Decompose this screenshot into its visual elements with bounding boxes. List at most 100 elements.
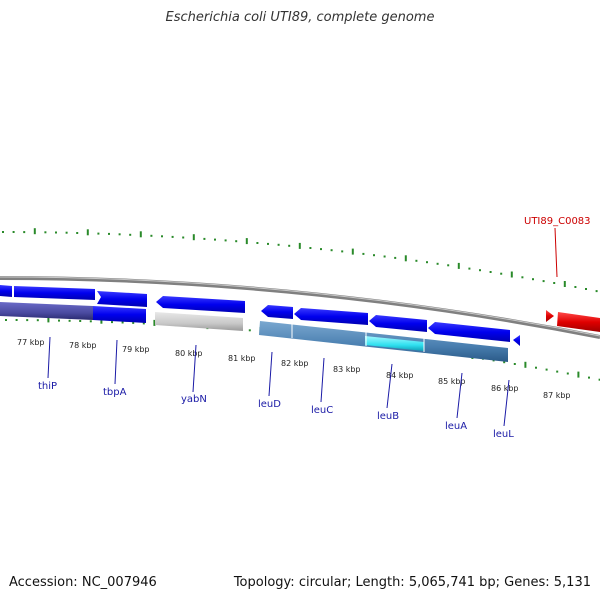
minor-tick [5,319,7,321]
accession-value: NC_007946 [81,575,157,590]
upper-cds-track [0,285,600,346]
minor-tick [513,363,516,365]
gene-label-leuA[interactable]: leuA [445,421,467,432]
cds-arrow[interactable] [369,315,427,332]
gene-label-leuB[interactable]: leuB [377,411,399,422]
genome-backbone [0,276,600,339]
minor-tick [256,242,259,244]
gene-label-thiP[interactable]: thiP [38,381,57,392]
leader-line [503,379,510,427]
minor-tick [598,378,600,381]
minor-tick [79,320,82,322]
gene-label-leuD[interactable]: leuD [258,399,281,410]
minor-tick [108,232,110,235]
minor-tick [503,361,506,364]
minor-tick [362,252,365,255]
gene-label-UTI89_C0083[interactable]: UTI89_C0083 [524,216,591,227]
leader-line [47,336,51,379]
minor-tick [383,255,386,258]
leader-line-red [554,227,558,278]
minor-tick [588,376,590,379]
length-label: Length: [355,575,405,590]
reverse-cds-arrow-small[interactable] [546,310,554,322]
minor-tick [500,272,503,275]
feature-bar-cyan[interactable] [365,336,424,351]
minor-tick [132,321,135,324]
minor-tick [415,259,418,262]
gene-label-leuL[interactable]: leuL [493,429,514,440]
minor-tick [556,370,559,373]
major-tick [524,361,527,368]
feature-bar-blue[interactable] [93,306,146,323]
cds-arrow[interactable] [14,286,95,300]
kbp-labels: 77 kbp 78 kbp 79 kbp 80 kbp 81 kbp 82 kb… [17,338,571,400]
minor-tick [436,262,439,265]
minor-tick [44,231,47,234]
accession-info: Accession: NC_007946 [9,575,157,590]
minor-tick [394,256,397,259]
cds-arrow[interactable] [156,296,245,313]
minor-tick [171,235,174,238]
minor-tick [426,261,428,264]
major-tick [457,262,460,269]
minor-tick [111,321,113,324]
cds-arrow[interactable] [428,322,510,342]
cds-arrow[interactable] [0,285,12,297]
minor-tick [320,248,322,251]
cds-arrow-small[interactable] [513,335,520,346]
minor-tick [214,238,216,241]
lower-feature-track [0,302,508,362]
minor-tick [542,280,545,283]
gene-label-yabN[interactable]: yabN [181,394,207,405]
minor-tick [277,243,280,246]
genome-stats: Topology: circular; Length: 5,065,741 bp… [233,575,591,590]
genes-value: 5,131 [553,575,591,590]
topology-label: Topology: [233,575,295,590]
major-tick [298,242,301,249]
cds-arrow[interactable] [294,308,368,325]
minor-tick [121,321,124,324]
reverse-cds-arrow[interactable] [557,312,600,332]
minor-tick [267,242,269,245]
kbp-label: 80 kbp [175,349,203,358]
cds-arrow[interactable] [97,291,147,307]
cds-arrow[interactable] [261,305,293,319]
minor-tick [15,319,18,321]
minor-tick [521,276,524,279]
upper-tick-ring [2,228,598,293]
minor-tick [309,247,312,249]
minor-tick [224,239,227,242]
major-tick [86,229,89,236]
gene-label-leuC[interactable]: leuC [311,405,333,416]
major-tick [563,281,566,287]
accession-label: Accession: [9,575,78,590]
leader-line [386,363,393,409]
major-tick [351,248,354,255]
minor-tick [68,319,71,322]
kbp-label: 79 kbp [122,345,150,354]
genome-backbone-highlight [0,276,600,337]
major-tick [192,234,195,241]
feature-bar-purple[interactable] [0,302,93,320]
minor-tick [23,231,26,234]
minor-tick [553,282,556,284]
minor-tick [65,231,68,234]
kbp-label: 85 kbp [438,377,466,386]
major-tick [47,316,50,323]
kbp-label: 78 kbp [69,341,97,350]
length-value: 5,065,741 bp [408,575,496,590]
minor-tick [2,231,4,233]
kbp-label: 87 kbp [543,391,571,400]
topology-value: circular [298,575,347,590]
leader-line [320,357,325,403]
kbp-label: 81 kbp [228,354,256,363]
genes-label: Genes: [504,575,550,590]
gene-label-tbpA[interactable]: tbpA [103,387,127,398]
minor-tick [489,271,492,273]
minor-tick [479,269,481,272]
minor-tick [182,236,185,239]
genome-title: Escherichia coli UTI89, complete genome [165,10,435,25]
feature-bar-gray[interactable] [155,312,243,331]
minor-tick [532,278,534,281]
